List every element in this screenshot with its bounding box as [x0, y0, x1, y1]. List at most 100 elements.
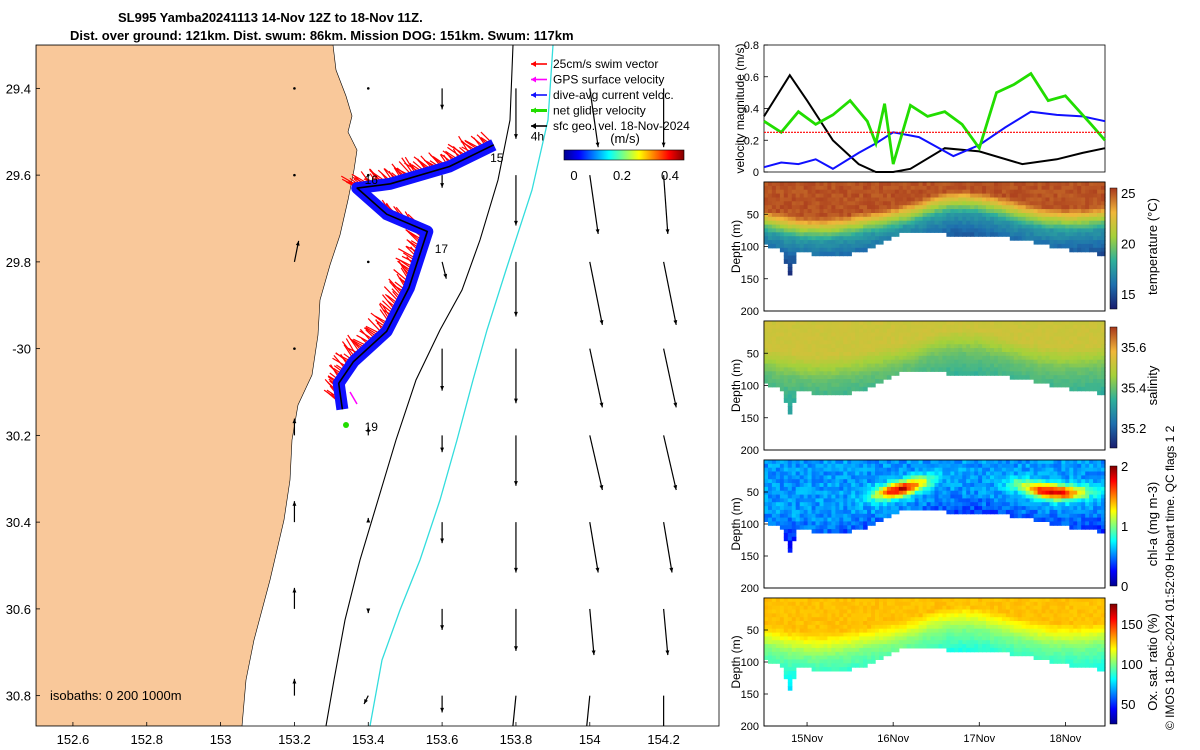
section-cell	[1009, 471, 1015, 476]
section-cell	[1005, 371, 1011, 376]
section-cell	[783, 321, 789, 326]
section-cell	[859, 521, 864, 526]
section-cell	[1053, 352, 1059, 357]
section-cell	[779, 375, 785, 380]
section-cell	[871, 232, 876, 237]
section-cell	[771, 348, 777, 353]
section-cell	[875, 498, 880, 503]
section-cell	[863, 189, 868, 195]
section-cell	[1049, 494, 1055, 499]
section-cell	[926, 460, 932, 465]
section-cell	[867, 340, 872, 345]
section-cell	[823, 494, 829, 499]
section-cell	[1017, 463, 1023, 469]
section-cell	[886, 213, 892, 218]
section-cell	[1097, 390, 1102, 396]
section-cell	[1061, 521, 1066, 526]
section-cell	[847, 502, 852, 507]
section-cell	[914, 201, 920, 206]
section-cell	[1057, 324, 1062, 330]
section-cell	[1029, 490, 1035, 496]
section-cell	[1093, 379, 1098, 384]
section-cell	[867, 182, 872, 187]
section-cell	[1065, 228, 1070, 233]
section-cell	[815, 232, 821, 237]
section-cell	[779, 617, 785, 622]
section-cell	[1005, 197, 1011, 202]
section-cell	[1025, 479, 1031, 484]
section-cell	[946, 371, 951, 376]
section-cell	[831, 213, 836, 218]
section-cell	[930, 197, 936, 202]
section-cell	[871, 375, 876, 380]
section-cell	[827, 251, 832, 257]
section-cell	[1045, 321, 1051, 326]
section-cell	[779, 609, 785, 614]
section-cell	[1065, 352, 1070, 357]
section-cell	[1049, 224, 1055, 230]
section-cell	[1049, 367, 1055, 372]
section-cell	[775, 182, 781, 187]
section-cell	[1005, 340, 1011, 345]
section-cell	[787, 479, 793, 484]
section-cell	[791, 471, 797, 476]
section-cell	[1097, 336, 1102, 341]
section-cell	[1097, 344, 1102, 349]
section-cell	[930, 193, 936, 199]
section-cell	[914, 216, 920, 222]
section-cell	[883, 216, 888, 222]
section-cell	[847, 182, 852, 187]
section-cell	[1049, 463, 1055, 469]
section-cell	[855, 517, 860, 522]
section-cell	[1101, 359, 1106, 365]
section-cell	[1073, 509, 1078, 515]
section-cell	[1057, 475, 1062, 480]
section-cell	[811, 386, 817, 392]
section-cell	[835, 529, 840, 534]
section-cell	[847, 479, 852, 484]
section-cell	[835, 379, 840, 384]
section-cell	[835, 224, 840, 230]
section-cell	[875, 371, 880, 376]
section-cell	[1001, 205, 1007, 210]
section-cell	[799, 525, 805, 530]
section-cell	[879, 189, 884, 195]
section-cell	[843, 324, 848, 330]
section-cell	[1001, 359, 1007, 365]
section-cell	[803, 609, 809, 614]
section-cell	[871, 483, 876, 488]
section-cell	[823, 344, 829, 349]
section-cell	[922, 460, 928, 465]
section-cell	[970, 189, 975, 195]
section-cell	[1017, 475, 1023, 480]
section-cell	[1061, 216, 1066, 222]
section-cell	[1009, 375, 1015, 380]
section-cell	[934, 498, 940, 503]
section-cell	[1085, 201, 1090, 206]
legend-label: 25cm/s swim vector	[553, 57, 658, 71]
section-cell	[823, 486, 829, 492]
section-cell	[1085, 471, 1090, 476]
section-cell	[962, 232, 967, 237]
section-cell	[779, 613, 785, 618]
section-cell	[970, 232, 975, 237]
section-cell	[934, 359, 940, 365]
velocity-series-line	[763, 71, 1107, 165]
section-cell	[839, 506, 844, 511]
section-cell	[962, 371, 967, 376]
section-cell	[970, 220, 975, 226]
section-cell	[997, 471, 1003, 476]
section-cell	[930, 486, 936, 492]
section-cell	[843, 236, 848, 241]
section-cell	[966, 220, 971, 226]
section-cell	[958, 479, 963, 484]
section-cell	[1073, 201, 1078, 206]
section-cell	[867, 240, 872, 245]
section-cell	[1045, 220, 1051, 226]
section-cell	[1029, 371, 1035, 376]
section-cell	[791, 494, 797, 499]
section-cell	[902, 463, 908, 469]
section-cell	[775, 240, 781, 245]
section-cell	[1029, 201, 1035, 206]
section-cell	[946, 498, 951, 503]
